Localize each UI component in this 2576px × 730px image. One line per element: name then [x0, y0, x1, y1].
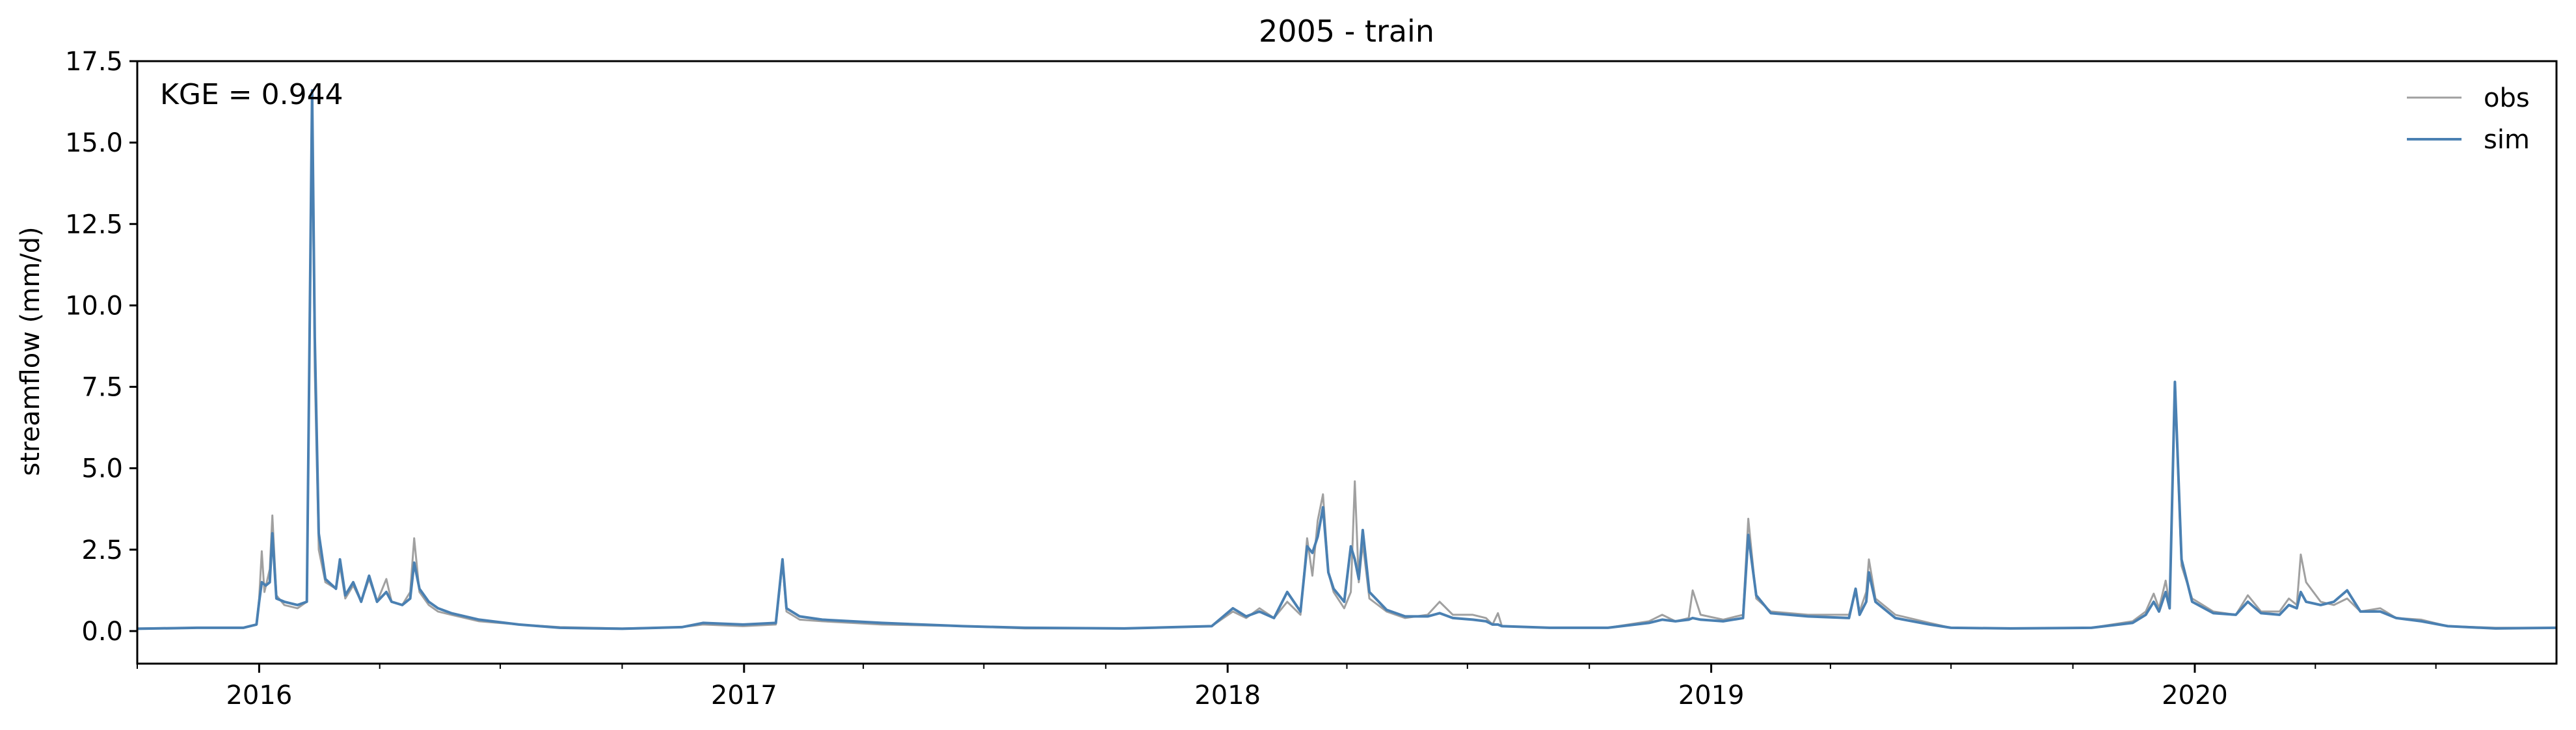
legend-label-sim: sim [2484, 125, 2530, 155]
y-tick-label: 7.5 [81, 373, 123, 403]
y-axis-label: streamflow (mm/d) [16, 226, 46, 476]
y-tick-label: 12.5 [65, 210, 123, 239]
axes-frame [136, 60, 2558, 665]
legend-label-obs: obs [2484, 83, 2530, 113]
x-tick-label: 2018 [1194, 681, 1261, 710]
y-tick-label: 2.5 [81, 535, 123, 565]
legend: obs sim [2407, 83, 2530, 155]
series-line-sim [137, 89, 2556, 630]
x-tick-label: 2019 [1678, 681, 1745, 710]
y-tick-label: 0.0 [81, 617, 123, 647]
y-tick-label: 17.5 [65, 47, 123, 77]
chart-title: 2005 - train [1259, 14, 1434, 49]
y-axis: 0.0 2.5 5.0 7.5 10.0 12.5 15.0 17.5 [65, 47, 137, 647]
plot-area [137, 89, 2556, 630]
y-tick-label: 10.0 [65, 291, 123, 321]
y-tick-label: 5.0 [81, 454, 123, 484]
x-axis: 2016 2017 2018 2019 2020 [137, 664, 2437, 710]
x-tick-label: 2017 [711, 681, 777, 710]
y-tick-label: 15.0 [65, 128, 123, 158]
x-tick-label: 2020 [2162, 681, 2228, 710]
x-tick-label: 2016 [226, 681, 292, 710]
kge-annotation: KGE = 0.944 [160, 78, 343, 111]
